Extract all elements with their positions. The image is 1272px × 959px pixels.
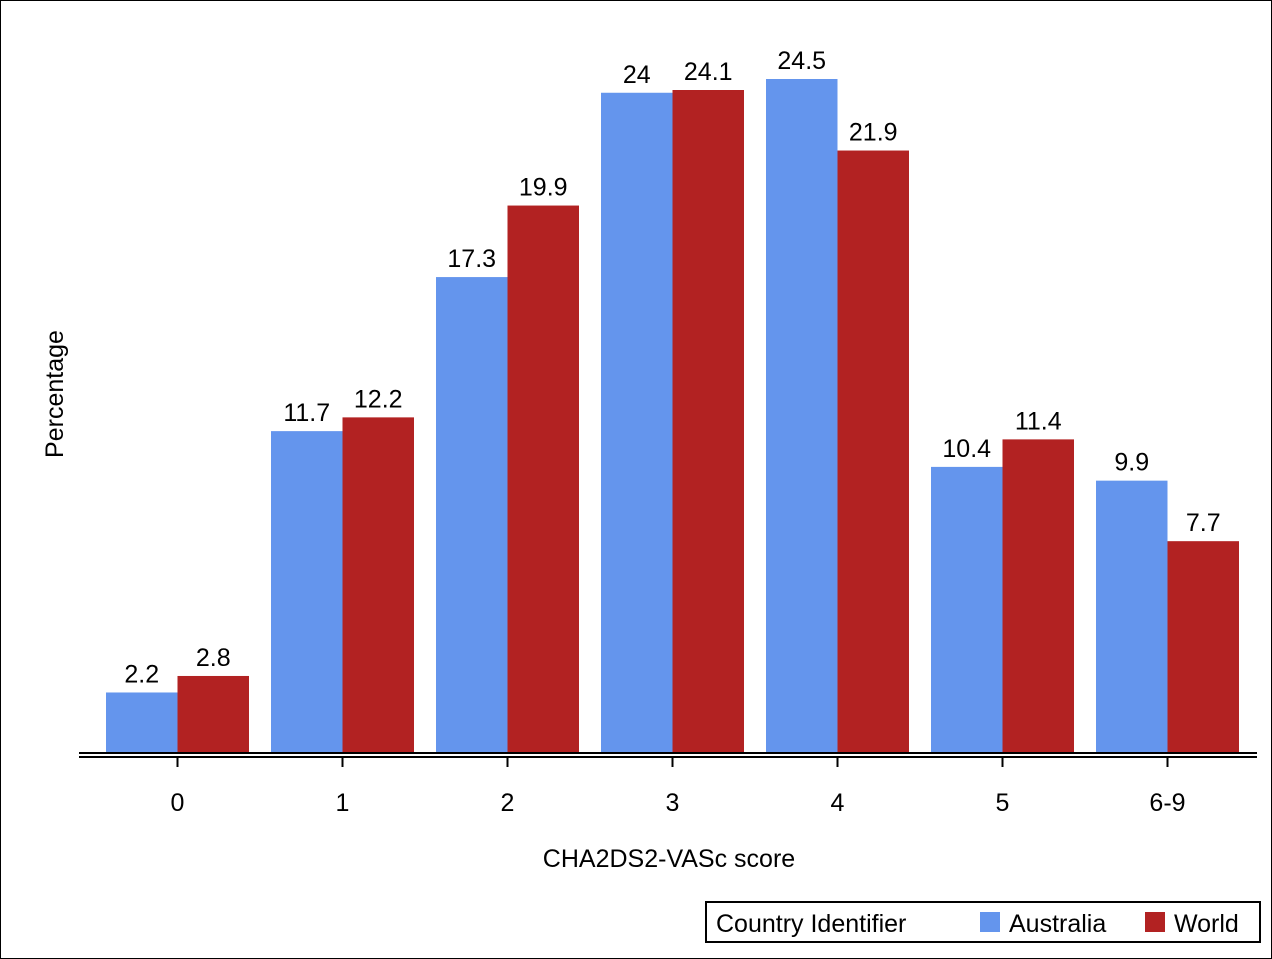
x-tick-label-4: 4 (831, 789, 845, 817)
bar-australia-5 (931, 466, 1003, 753)
data-label-australia-6-9: 9.9 (1114, 449, 1149, 477)
y-axis-title: Percentage (41, 330, 69, 458)
x-tick-label-1: 1 (336, 789, 350, 817)
bar-australia-4 (766, 79, 838, 753)
data-label-world-2: 19.9 (519, 174, 568, 202)
legend-label-australia: Australia (1009, 910, 1106, 938)
bar-australia-2 (436, 277, 508, 753)
data-label-australia-1: 11.7 (283, 399, 330, 427)
data-label-world-4: 21.9 (849, 119, 898, 147)
data-label-australia-5: 10.4 (942, 435, 991, 463)
x-tick-label-0: 0 (171, 789, 185, 817)
bar-world-6-9 (1167, 541, 1239, 753)
bar-world-0 (177, 675, 249, 753)
legend-label-world: World (1174, 910, 1239, 938)
data-label-world-6-9: 7.7 (1186, 509, 1221, 537)
bar-world-1 (342, 417, 414, 753)
bar-australia-0 (106, 692, 178, 753)
x-axis-title: CHA2DS2-VASc score (543, 845, 795, 873)
x-tick-label-5: 5 (996, 789, 1010, 817)
legend: Country Identifier Australia World (705, 901, 1261, 943)
x-tick-label-2: 2 (501, 789, 515, 817)
bar-australia-1 (271, 431, 343, 753)
data-label-australia-2: 17.3 (447, 245, 496, 273)
x-tick-label-3: 3 (666, 789, 680, 817)
x-tick-label-6-9: 6-9 (1149, 789, 1185, 817)
data-label-world-3: 24.1 (684, 58, 733, 86)
data-labels-layer: 2.2 2.8 11.7 12.2 17.3 19.9 24 24.1 24.5 21.9 10.4… (124, 47, 1220, 688)
data-label-australia-4: 24.5 (777, 47, 826, 75)
legend-swatch-australia (980, 912, 1000, 932)
data-label-world-5: 11.4 (1015, 407, 1062, 435)
bar-world-2 (507, 205, 579, 753)
data-label-world-1: 12.2 (354, 385, 403, 413)
bar-world-3 (672, 90, 744, 753)
bar-australia-3 (601, 92, 673, 753)
data-label-australia-3: 24 (623, 61, 651, 89)
bar-world-4 (837, 150, 909, 753)
legend-title: Country Identifier (716, 910, 906, 938)
x-axis: 0 1 2 3 4 5 6-9 (79, 752, 1257, 817)
legend-swatch-world (1145, 912, 1165, 932)
data-label-world-0: 2.8 (196, 644, 231, 672)
bars-layer (106, 79, 1239, 753)
bar-australia-6-9 (1096, 480, 1168, 753)
data-label-australia-0: 2.2 (124, 660, 159, 688)
bar-world-5 (1002, 439, 1074, 753)
x-ticks-layer: 0 1 2 3 4 5 6-9 (171, 757, 1186, 817)
